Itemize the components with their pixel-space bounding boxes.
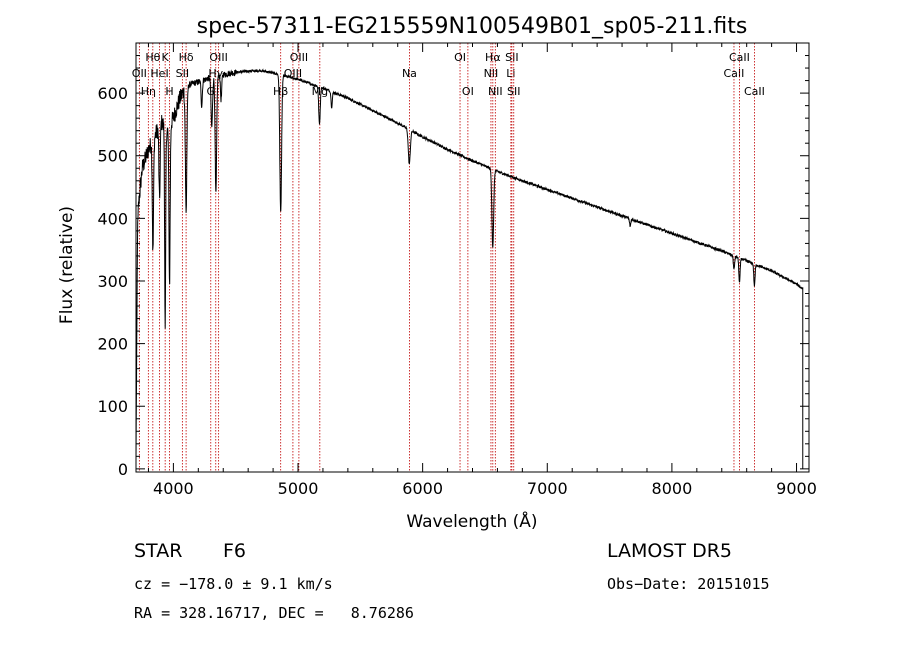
line-marker-label: Li bbox=[506, 67, 515, 80]
plot-frame bbox=[135, 42, 810, 473]
coordinates: RA = 328.16717, DEC = 8.76286 bbox=[134, 604, 414, 622]
y-tick-label: 500 bbox=[97, 147, 128, 166]
chart-title: spec-57311-EG215559N100549B01_sp05-211.f… bbox=[197, 14, 748, 39]
line-marker-label: K bbox=[162, 51, 170, 64]
y-tick-label: 400 bbox=[97, 209, 128, 228]
line-marker-label: CaII bbox=[744, 85, 765, 98]
line-marker-label: SII bbox=[176, 67, 189, 80]
line-marker-label: HeI bbox=[150, 67, 168, 80]
line-marker-label: Hθ bbox=[145, 51, 160, 64]
x-tick-label: 6000 bbox=[402, 479, 443, 498]
line-marker-label: OII bbox=[132, 67, 147, 80]
line-marker-label: Hη bbox=[141, 85, 156, 98]
line-marker-label: OI bbox=[454, 51, 466, 64]
line-marker-label: Hβ bbox=[273, 85, 288, 98]
line-marker-label: CaII bbox=[724, 67, 745, 80]
y-axis: 0 100 200 300 400 500 600 bbox=[97, 55, 809, 479]
x-tick-label: 9000 bbox=[776, 479, 817, 498]
line-marker-label: Hδ bbox=[179, 51, 194, 64]
line-marker-label: Hα bbox=[485, 51, 501, 64]
y-tick-label: 0 bbox=[118, 460, 128, 479]
object-class: STAR bbox=[134, 540, 183, 562]
line-marker-label: H bbox=[165, 85, 173, 98]
x-axis-label: Wavelength (Å) bbox=[406, 510, 537, 532]
line-markers: OIIHηHθHeIKHSIIHδGHγOIIIHβOIIIOIIIMgNaOI… bbox=[132, 43, 765, 472]
line-marker-label: NII bbox=[484, 67, 499, 80]
line-marker-label: SII bbox=[505, 51, 518, 64]
x-tick-label: 4000 bbox=[153, 479, 194, 498]
line-marker-label: SII bbox=[507, 85, 520, 98]
y-tick-label: 100 bbox=[97, 397, 128, 416]
y-tick-label: 600 bbox=[97, 84, 128, 103]
redshift-velocity: cz = −178.0 ± 9.1 km/s bbox=[134, 575, 333, 593]
line-marker-label: OIII bbox=[290, 51, 308, 64]
line-marker-label: OIII bbox=[209, 51, 227, 64]
x-tick-label: 5000 bbox=[278, 479, 319, 498]
spectrum-series bbox=[135, 68, 804, 469]
survey-release: LAMOST DR5 bbox=[607, 540, 732, 562]
x-tick-label: 8000 bbox=[652, 479, 693, 498]
x-axis: 4000 5000 6000 7000 8000 9000 bbox=[147, 43, 817, 498]
object-subclass: F6 bbox=[223, 540, 247, 562]
observation-date: Obs−Date: 20151015 bbox=[607, 575, 770, 593]
x-tick-label: 7000 bbox=[527, 479, 568, 498]
y-axis-label: Flux (relative) bbox=[57, 206, 77, 324]
line-marker-label: Na bbox=[402, 67, 417, 80]
line-marker-label: Mg bbox=[312, 85, 328, 98]
line-marker-label: CaII bbox=[729, 51, 750, 64]
line-marker-label: NII bbox=[488, 85, 503, 98]
line-marker-label: Hγ bbox=[208, 67, 223, 80]
y-tick-label: 200 bbox=[97, 335, 128, 354]
y-tick-label: 300 bbox=[97, 272, 128, 291]
spectrum-line bbox=[135, 68, 804, 463]
line-marker-label: OI bbox=[462, 85, 474, 98]
